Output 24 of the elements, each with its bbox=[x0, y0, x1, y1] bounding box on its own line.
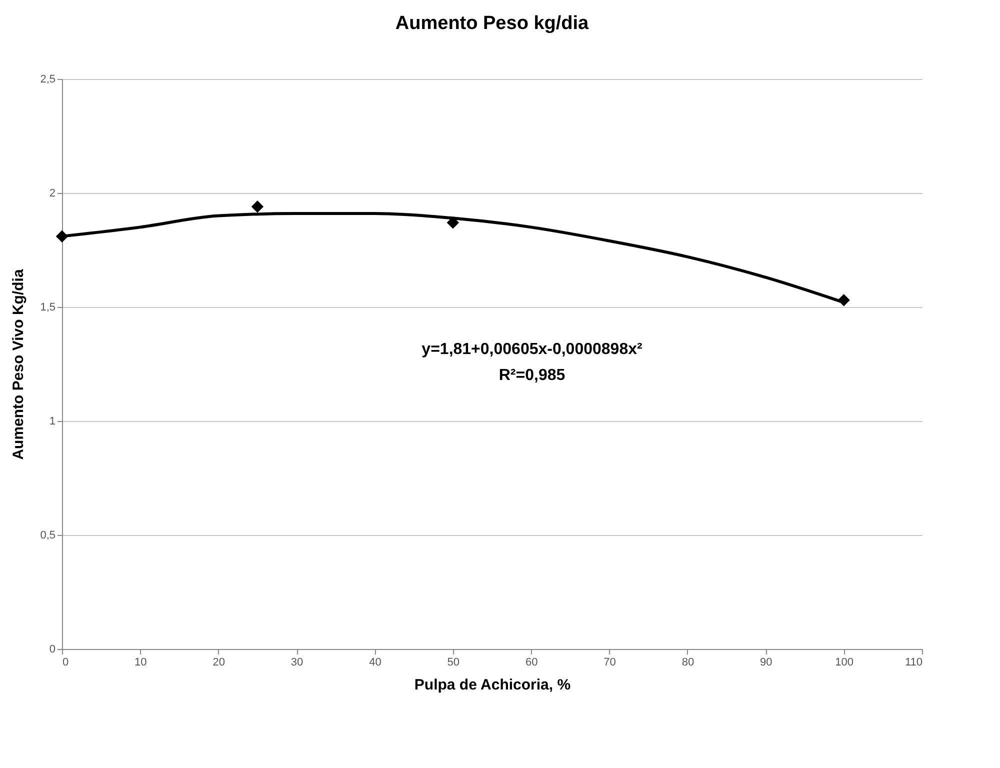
y-axis-title: Aumento Peso Vivo Kg/dia bbox=[10, 268, 28, 460]
x-tick-label: 110 bbox=[904, 656, 922, 668]
y-tick-label: 0 bbox=[49, 644, 56, 656]
x-tick-label: 50 bbox=[447, 656, 460, 668]
y-tick-label: 2,5 bbox=[40, 74, 56, 86]
annotation: R²=0,985 bbox=[498, 367, 566, 384]
x-tick-label: 10 bbox=[134, 656, 147, 668]
x-tick-label: 0 bbox=[62, 656, 69, 668]
y-tick-label: 0,5 bbox=[40, 530, 56, 542]
annotation: y=1,81+0,00605x-0,0000898x² bbox=[422, 341, 642, 358]
x-tick-label: 40 bbox=[369, 656, 382, 668]
x-tick-label: 20 bbox=[212, 656, 225, 668]
x-tick-label: 30 bbox=[290, 656, 304, 668]
x-tick-label: 70 bbox=[604, 656, 616, 668]
x-tick-label: 100 bbox=[835, 656, 854, 668]
x-tick-label: 80 bbox=[682, 656, 694, 668]
y-tick-label: 1 bbox=[49, 416, 56, 428]
chart-title: Aumento Peso kg/dia bbox=[395, 13, 590, 34]
y-tick-label: 2 bbox=[49, 188, 56, 200]
y-tick-label: 1,5 bbox=[40, 302, 56, 314]
x-axis-title: Pulpa de Achicoria, % bbox=[414, 676, 571, 694]
x-tick-label: 90 bbox=[760, 656, 772, 668]
point bbox=[251, 200, 264, 213]
x-tick-label: 60 bbox=[525, 656, 538, 668]
